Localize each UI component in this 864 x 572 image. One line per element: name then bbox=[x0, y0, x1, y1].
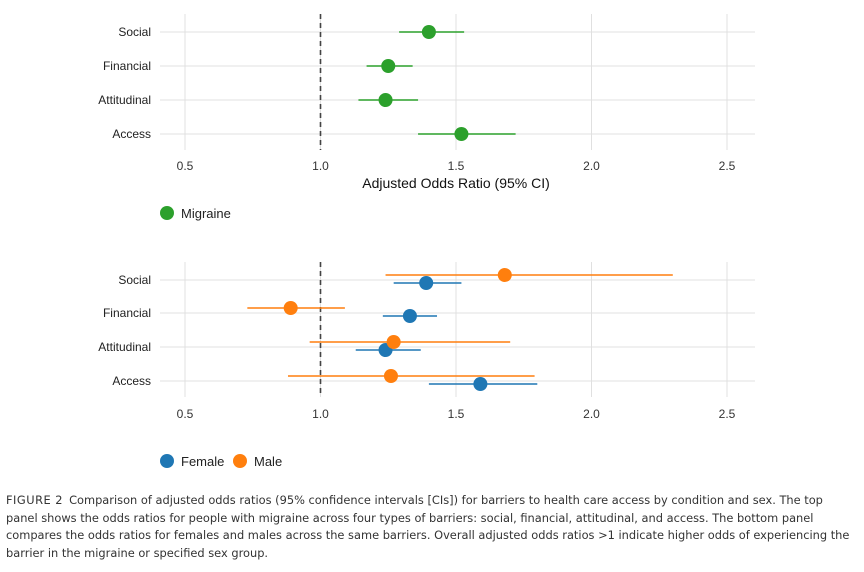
point-male-attitudinal bbox=[386, 335, 401, 349]
category-label-financial: Financial bbox=[103, 306, 151, 320]
tick-label-0-5: 0.5 bbox=[177, 159, 194, 173]
point-male-financial bbox=[283, 301, 298, 315]
tick-label-0-5: 0.5 bbox=[177, 407, 194, 421]
point-male-social bbox=[497, 268, 512, 282]
point-female-social bbox=[419, 276, 434, 290]
tick-label-2-0: 2.0 bbox=[583, 407, 600, 421]
legend-label-female: Female bbox=[181, 454, 224, 469]
point-migraine-access bbox=[454, 127, 469, 141]
tick-label-1-5: 1.5 bbox=[448, 407, 465, 421]
point-female-financial bbox=[402, 309, 417, 323]
legend-label-migraine: Migraine bbox=[181, 206, 231, 221]
category-label-social: Social bbox=[118, 273, 151, 287]
figure-caption: FIGURE 2 Comparison of adjusted odds rati… bbox=[6, 492, 856, 562]
point-migraine-social bbox=[421, 25, 436, 39]
category-label-attitudinal: Attitudinal bbox=[98, 93, 151, 107]
legend-marker-male bbox=[233, 454, 247, 468]
point-male-access bbox=[383, 369, 398, 383]
point-migraine-attitudinal bbox=[378, 93, 393, 107]
point-migraine-financial bbox=[381, 59, 396, 73]
tick-label-1-5: 1.5 bbox=[448, 159, 465, 173]
tick-label-2-5: 2.5 bbox=[719, 407, 736, 421]
tick-label-2-5: 2.5 bbox=[719, 159, 736, 173]
forest-plot-figure: Social Financial Attitudinal Access 0.5 1.0 1.… bbox=[98, 14, 755, 469]
category-label-social: Social bbox=[118, 25, 151, 39]
legend-marker-migraine bbox=[160, 206, 174, 220]
point-female-access bbox=[473, 377, 488, 391]
tick-label-1-0: 1.0 bbox=[312, 407, 329, 421]
figure-label: FIGURE 2 bbox=[6, 493, 64, 507]
legend-label-male: Male bbox=[254, 454, 282, 469]
tick-label-1-0: 1.0 bbox=[312, 159, 329, 173]
panel-migraine: Social Financial Attitudinal Access 0.5 1.0 1.… bbox=[98, 14, 755, 221]
caption-text: Comparison of adjusted odds ratios (95% … bbox=[6, 493, 850, 560]
tick-label-2-0: 2.0 bbox=[583, 159, 600, 173]
x-axis-title: Adjusted Odds Ratio (95% CI) bbox=[362, 175, 550, 191]
legend-marker-female bbox=[160, 454, 174, 468]
category-label-attitudinal: Attitudinal bbox=[98, 340, 151, 354]
panel-by-sex: Social Financial Attitudinal Access 0.5 1.0 1.… bbox=[98, 262, 755, 469]
category-label-financial: Financial bbox=[103, 59, 151, 73]
category-label-access: Access bbox=[112, 374, 151, 388]
category-label-access: Access bbox=[112, 127, 151, 141]
